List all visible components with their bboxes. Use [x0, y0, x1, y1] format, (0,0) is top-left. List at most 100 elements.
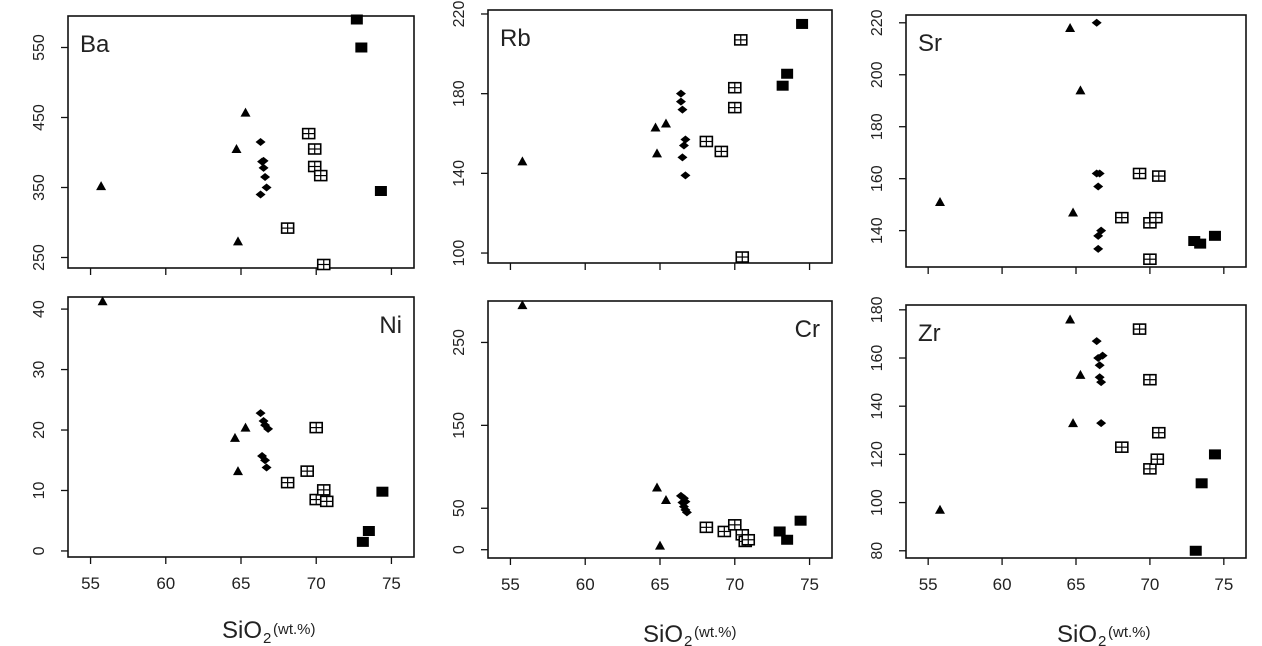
x-tick-label: 65 [232, 574, 251, 593]
x-axis-title-left: SiO 2 (wt.%) [222, 617, 316, 646]
data-point-triangle [517, 156, 528, 166]
scatter-panel-sr: 140 160 180 200 220 Sr [869, 9, 1247, 274]
data-point-boxed-square [1151, 426, 1166, 439]
panel-title: Zr [918, 320, 941, 347]
data-point-triangle [1068, 418, 1079, 428]
data-point-triangle [935, 197, 945, 207]
x-axis-title-subscript: 2 [1098, 633, 1106, 646]
data-point-boxed-square [307, 143, 322, 155]
data-point-boxed-square [1132, 323, 1147, 335]
y-tick-label: 180 [869, 113, 886, 140]
data-point-diamond [680, 171, 691, 180]
y-tick-label: 140 [451, 160, 468, 187]
data-point-triangle [660, 494, 671, 504]
data-point-boxed-square [699, 521, 714, 534]
data-point-diamond [1097, 351, 1108, 360]
y-tick-label: 160 [869, 165, 886, 192]
panel-title: Ni [379, 312, 402, 339]
data-point-triangle [935, 504, 945, 514]
data-point-diamond [675, 97, 686, 106]
data-point-filled-square [781, 68, 794, 79]
panel-title: Ba [80, 31, 110, 58]
x-tick-label: 65 [1067, 575, 1086, 594]
data-point-triangle [229, 432, 240, 442]
data-point-filled-square [376, 486, 389, 497]
data-point-boxed-square [1115, 441, 1129, 453]
data-point-filled-square [781, 534, 794, 545]
data-point-boxed-square [316, 258, 331, 271]
y-tick-label: 250 [451, 329, 468, 356]
data-point-triangle [652, 482, 663, 492]
x-tick-label: 75 [800, 575, 819, 594]
y-tick-label: 100 [451, 240, 468, 267]
x-axis-title-unit: (wt.%) [1108, 624, 1151, 641]
data-point-filled-square [794, 515, 807, 526]
x-tick-label: 75 [382, 574, 401, 593]
y-tick-label: 160 [869, 345, 886, 372]
data-point-diamond [255, 138, 266, 146]
data-point-triangle [231, 144, 242, 153]
x-tick-label: 70 [725, 575, 744, 594]
x-axis-title-main: SiO [643, 621, 683, 646]
x-tick-label: 75 [1214, 575, 1233, 594]
data-point-diamond [255, 409, 266, 418]
data-point-boxed-square [280, 476, 295, 489]
data-point-boxed-square [714, 145, 729, 158]
plot-frame [487, 300, 833, 559]
data-point-filled-square [350, 14, 363, 25]
data-point-boxed-square [1143, 253, 1157, 266]
data-point-boxed-square [1143, 463, 1157, 475]
panel-title: Rb [500, 25, 531, 52]
scatter-panel-ni: 55 60 65 70 75 0 10 20 30 40 Ni [31, 296, 415, 593]
data-point-diamond [1091, 18, 1102, 27]
data-point-boxed-square [1150, 453, 1165, 466]
data-point-filled-square [1208, 449, 1221, 460]
y-tick-label: 50 [451, 499, 468, 517]
data-point-triangle [240, 422, 251, 432]
data-point-boxed-square [741, 533, 756, 546]
scatter-panel-ba: 250 350 450 550 Ba [31, 14, 415, 275]
data-point-diamond [255, 190, 266, 199]
y-tick-label: 140 [869, 217, 886, 244]
data-point-diamond [260, 173, 271, 181]
data-point-diamond [260, 456, 271, 465]
data-point-filled-square [776, 80, 789, 91]
data-point-diamond [678, 141, 689, 150]
y-tick-label: 20 [31, 421, 48, 439]
x-axis-title-subscript: 2 [263, 630, 271, 646]
plot-frame [67, 296, 415, 558]
data-point-boxed-square [727, 81, 742, 94]
x-axis-title-unit: (wt.%) [694, 624, 737, 641]
y-tick-label: 30 [31, 361, 48, 379]
y-tick-label: 80 [869, 542, 886, 560]
data-point-boxed-square [313, 169, 328, 182]
scatter-panel-cr: 55 60 65 70 75 0 50 150 250 Cr [451, 300, 833, 594]
data-point-triangle [1065, 314, 1076, 324]
data-point-boxed-square [733, 34, 748, 46]
x-axis-title-subscript: 2 [684, 633, 692, 646]
x-axis-title-middle: SiO 2 (wt.%) [643, 621, 737, 646]
data-point-boxed-square [1115, 211, 1129, 224]
data-point-diamond [680, 135, 691, 144]
data-point-boxed-square [717, 525, 732, 538]
data-point-diamond [1094, 361, 1105, 370]
data-point-boxed-square [301, 127, 316, 140]
y-tick-label: 220 [869, 9, 886, 36]
data-point-triangle [240, 107, 251, 117]
data-point-filled-square [356, 536, 369, 547]
plot-frame [905, 14, 1247, 268]
data-point-boxed-square [727, 519, 742, 531]
data-point-diamond [675, 89, 686, 98]
data-point-triangle [1065, 22, 1076, 32]
data-point-boxed-square [319, 495, 334, 508]
y-tick-label: 120 [869, 441, 886, 468]
data-point-filled-square [355, 42, 368, 53]
data-point-triangle [232, 236, 243, 246]
data-point-filled-square [1189, 545, 1202, 556]
x-tick-label: 60 [156, 574, 175, 593]
data-point-diamond [1091, 337, 1102, 346]
y-tick-label: 180 [869, 296, 886, 323]
data-point-diamond [1096, 419, 1107, 428]
